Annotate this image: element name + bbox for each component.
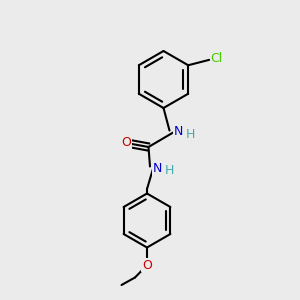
Text: H: H [164, 164, 174, 178]
Text: Cl: Cl [211, 52, 223, 65]
Text: H: H [185, 128, 195, 141]
Text: N: N [153, 162, 162, 176]
Text: O: O [122, 136, 131, 149]
Text: N: N [174, 125, 183, 139]
Text: O: O [142, 259, 152, 272]
